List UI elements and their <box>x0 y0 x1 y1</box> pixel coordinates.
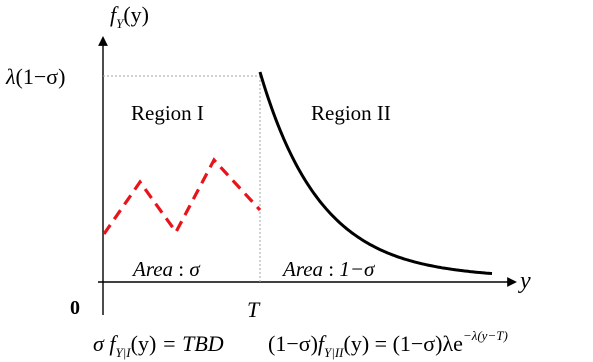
region-two-label: Region II <box>311 101 391 125</box>
origin-label: 0 <box>70 297 80 319</box>
area-one-label: Area : σ <box>131 257 201 281</box>
region-one-dashed-curve <box>102 157 262 236</box>
region-two-formula: (1−σ)fY|II(y) = (1−σ)λe−λ(y−T) <box>268 328 508 360</box>
x-axis-label: y <box>518 268 531 294</box>
y-tick-label: λ(1−σ) <box>5 64 65 89</box>
region-one-label: Region I <box>131 101 204 125</box>
region-one-formula: σ fY|I(y) = TBD <box>93 331 224 360</box>
y-axis-label: fY(y) <box>110 2 149 31</box>
exponential-decay-curve <box>258 71 493 275</box>
area-two-label: Area : 1−σ <box>281 257 376 281</box>
t-label: T <box>247 297 261 322</box>
